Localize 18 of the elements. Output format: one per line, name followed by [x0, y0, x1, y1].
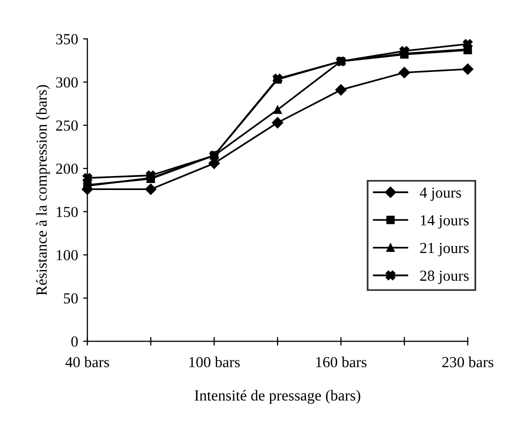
y-tick-label: 200	[56, 164, 78, 174]
x-tick-label: 160 bars	[316, 356, 366, 368]
y-tick-label: 150	[56, 206, 78, 218]
legend-label: 14 jours	[420, 215, 469, 229]
y-tick-label: 100	[56, 250, 78, 260]
x-tick-label: 40 bars	[65, 356, 110, 368]
x-axis-title: Intensité de pressage (bars)	[194, 390, 360, 404]
x-tick-label: 230 bars	[442, 356, 494, 368]
y-tick-label: 300	[56, 77, 78, 88]
y-tick-label: 350	[56, 34, 78, 44]
y-tick-label: 0	[71, 336, 78, 347]
y-tick-label: 50	[64, 293, 78, 304]
legend-label: 4 jours	[420, 187, 462, 201]
legend-label: 21 jours	[420, 242, 469, 256]
legend-label: 28 jours	[420, 270, 469, 284]
y-tick-label: 250	[56, 120, 78, 131]
y-axis-title: Résistance à la compression (bars)	[36, 85, 50, 296]
x-tick-label: 100 bars	[189, 356, 240, 368]
